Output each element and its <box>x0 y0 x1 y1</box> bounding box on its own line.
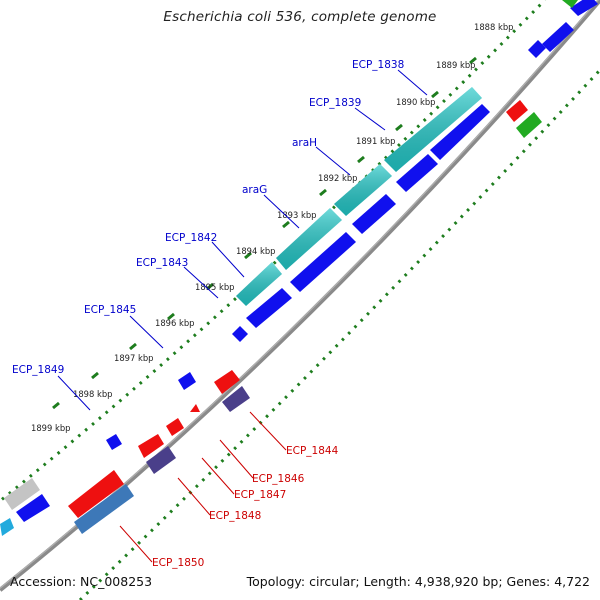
gene-feature-blue-1[interactable] <box>430 104 490 160</box>
gene-label-ecp-1842: ECP_1842 <box>165 232 217 244</box>
map-title: Escherichia coli 536, complete genome <box>163 9 437 25</box>
gene-label-arah: araH <box>292 137 317 149</box>
gene-label-ecp-1846: ECP_1846 <box>252 473 305 485</box>
tick-label-1899: 1899 kbp <box>31 423 70 433</box>
gene-feature-green[interactable] <box>516 112 542 138</box>
red-genes <box>68 100 528 518</box>
gene-feature-ecp-1846[interactable] <box>138 434 164 458</box>
tick-label-1894: 1894 kbp <box>236 246 275 256</box>
gene-feature-ecp-1844-red[interactable] <box>214 370 240 394</box>
accession-text: Accession: NC_008253 <box>10 574 153 589</box>
gene-feature-cyan-small[interactable] <box>0 518 14 536</box>
cyan-genes <box>236 87 482 306</box>
gene-feature-red-mid[interactable] <box>190 404 200 412</box>
topology-text: Topology: circular; Length: 4,938,920 bp… <box>246 574 590 589</box>
tick-label-1888: 1888 kbp <box>474 22 513 32</box>
inner-tick-ring <box>78 68 600 600</box>
gene-label-ecp-1850: ECP_1850 <box>152 557 204 569</box>
gene-feature-green-top[interactable] <box>562 0 578 8</box>
gene-feature-blue-2[interactable] <box>396 154 438 192</box>
tick-label-1891: 1891 kbp <box>356 136 395 146</box>
tick-label-1898: 1898 kbp <box>73 389 112 399</box>
tick-label-1897: 1897 kbp <box>114 353 153 363</box>
gene-feature-ecp-1844[interactable] <box>222 386 250 412</box>
gene-feature-ecp-1850[interactable] <box>74 484 134 534</box>
gene-feature-blue-top-a[interactable] <box>542 22 574 52</box>
tick-label-1889: 1889 kbp <box>436 60 475 70</box>
gene-feature-blue-7[interactable] <box>178 372 196 390</box>
tick-label-1896: 1896 kbp <box>155 318 194 328</box>
gene-feature-blue-9[interactable] <box>16 494 50 522</box>
top-gene-labels: ECP_1838 ECP_1839 araH araG ECP_1842 ECP… <box>12 59 404 376</box>
gene-feature-blue-6[interactable] <box>232 326 248 342</box>
gene-feature-blue-3[interactable] <box>352 194 396 234</box>
bottom-leader-lines <box>119 411 287 563</box>
top-leader-lines <box>57 69 428 411</box>
gene-feature-ecp-1848[interactable] <box>146 446 176 474</box>
gene-feature-red-top[interactable] <box>506 100 528 122</box>
gene-label-ecp-1844: ECP_1844 <box>286 445 339 457</box>
gene-feature-blue-4[interactable] <box>290 232 356 292</box>
gene-feature-red-long[interactable] <box>68 470 124 518</box>
tick-labels: 1888 kbp 1889 kbp 1890 kbp 1891 kbp 1892… <box>31 22 513 433</box>
gene-label-arag: araG <box>242 184 267 196</box>
gene-label-ecp-1848: ECP_1848 <box>209 510 261 522</box>
gene-label-ecp-1839: ECP_1839 <box>309 97 361 109</box>
tick-label-1893: 1893 kbp <box>277 210 316 220</box>
bottom-gene-labels: ECP_1844 ECP_1846 ECP_1847 ECP_1848 ECP_… <box>152 445 339 569</box>
gene-feature-blue-8[interactable] <box>106 434 122 450</box>
gene-feature-blue-5[interactable] <box>246 288 292 328</box>
gene-label-ecp-1838: ECP_1838 <box>352 59 404 71</box>
gene-label-ecp-1845: ECP_1845 <box>84 304 136 316</box>
tick-label-1892: 1892 kbp <box>318 173 357 183</box>
gene-feature-ecp-1847[interactable] <box>166 418 184 436</box>
gene-label-ecp-1849: ECP_1849 <box>12 364 64 376</box>
gene-feature-blue-top-c[interactable] <box>528 40 546 58</box>
tick-label-1895: 1895 kbp <box>195 282 234 292</box>
gene-label-ecp-1847: ECP_1847 <box>234 489 286 501</box>
blue-genes <box>16 0 598 522</box>
gene-label-ecp-1843: ECP_1843 <box>136 257 188 269</box>
outer-major-ticks <box>52 56 477 410</box>
gene-feature-grey[interactable] <box>4 478 40 510</box>
tick-label-1890: 1890 kbp <box>396 97 435 107</box>
gene-feature-blue-top-b[interactable] <box>570 0 598 16</box>
